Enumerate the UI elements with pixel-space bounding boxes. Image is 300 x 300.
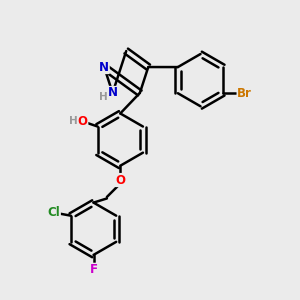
Text: H: H bbox=[69, 116, 78, 126]
Text: H: H bbox=[99, 92, 107, 102]
Text: O: O bbox=[115, 173, 125, 187]
Text: F: F bbox=[89, 263, 98, 276]
Text: Br: Br bbox=[237, 87, 252, 100]
Text: O: O bbox=[78, 115, 88, 128]
Text: N: N bbox=[108, 86, 118, 100]
Text: Cl: Cl bbox=[48, 206, 60, 219]
Text: N: N bbox=[99, 61, 109, 74]
